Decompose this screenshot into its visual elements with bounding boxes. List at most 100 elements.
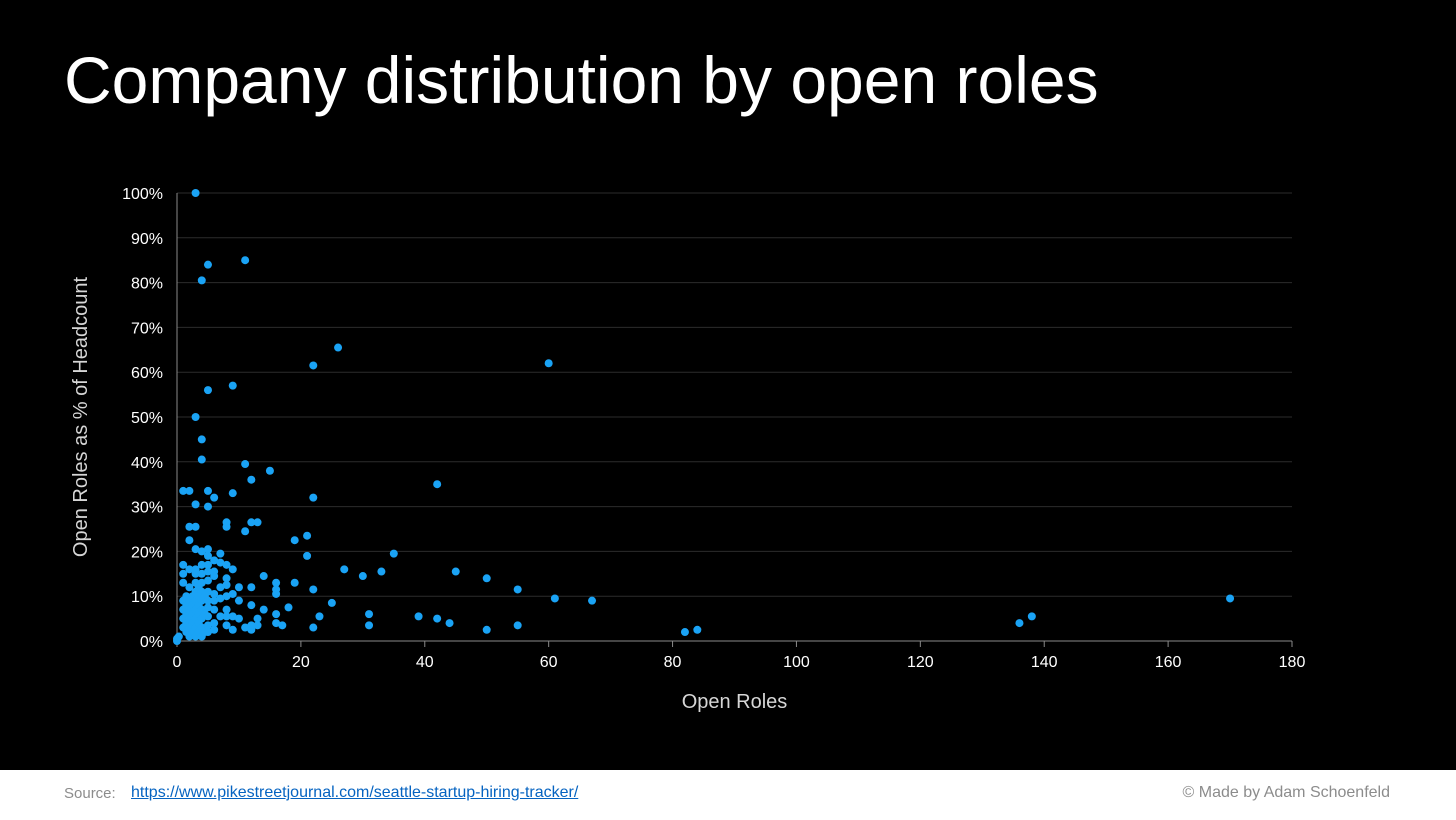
data-point (216, 612, 225, 621)
y-tick-label: 0% (140, 634, 163, 651)
data-point (210, 567, 219, 576)
data-point (216, 549, 225, 558)
slide-background: Company distribution by open roles 0% 10%… (0, 0, 1456, 770)
data-point (228, 565, 237, 574)
data-point (203, 386, 212, 395)
data-point (191, 522, 200, 531)
data-point (340, 565, 349, 574)
data-point (247, 518, 256, 527)
data-point (228, 489, 237, 498)
data-point (253, 621, 262, 630)
data-point (247, 475, 256, 484)
data-point (222, 518, 231, 527)
data-point (191, 500, 200, 509)
data-point (389, 549, 398, 558)
data-point (253, 614, 262, 623)
data-point (210, 589, 219, 598)
data-point (185, 565, 194, 574)
data-point (234, 596, 243, 605)
y-tick-label: 10% (131, 589, 163, 606)
data-point (203, 486, 212, 495)
data-point (1015, 619, 1024, 628)
data-point (309, 623, 318, 632)
x-tick-label: 120 (907, 654, 934, 671)
data-point (247, 583, 256, 592)
data-point (253, 518, 262, 527)
data-point (197, 435, 206, 444)
data-point (210, 596, 219, 605)
data-point (272, 578, 281, 587)
data-point (482, 625, 491, 634)
data-point (228, 381, 237, 390)
data-point (272, 619, 281, 628)
data-point (365, 610, 374, 619)
data-point (303, 551, 312, 560)
data-point (197, 455, 206, 464)
data-point (222, 592, 231, 601)
data-point (203, 560, 212, 569)
x-tick-label: 80 (664, 654, 682, 671)
data-point (210, 619, 219, 628)
data-point (1027, 612, 1036, 621)
data-point (228, 589, 237, 598)
data-point (482, 574, 491, 583)
data-point (197, 578, 206, 587)
data-point (334, 343, 343, 352)
data-point (241, 256, 250, 265)
scatter-chart: 0% 10% 20% 30% 40% 50% 60% 70% 80% 90% 100% 0 20 40 60… (70, 186, 1305, 713)
data-point (179, 569, 188, 578)
data-point (222, 560, 231, 569)
data-point (216, 594, 225, 603)
data-point (247, 621, 256, 630)
data-point (203, 576, 212, 585)
data-point (241, 623, 250, 632)
data-point (203, 587, 212, 596)
data-point (222, 581, 231, 589)
y-tick-label: 60% (131, 365, 163, 382)
data-point (216, 558, 225, 567)
data-point (185, 522, 194, 531)
y-tick-label: 90% (131, 231, 163, 248)
y-tick-label: 80% (131, 276, 163, 293)
data-point (544, 359, 553, 368)
data-point (278, 621, 287, 630)
data-point (191, 189, 200, 197)
data-point (197, 276, 206, 285)
data-point (327, 598, 336, 607)
x-tick-label: 0 (173, 654, 182, 671)
x-tick-label: 60 (540, 654, 558, 671)
data-point (272, 585, 281, 594)
slide-title: Company distribution by open roles (64, 43, 1099, 117)
data-point (210, 493, 219, 502)
data-point (222, 605, 231, 614)
data-point (309, 585, 318, 594)
data-point (309, 361, 318, 370)
y-tick-label: 20% (131, 544, 163, 561)
data-point (309, 493, 318, 502)
data-point (203, 596, 212, 605)
y-tick-label: 70% (131, 320, 163, 337)
x-tick-label: 100 (783, 654, 810, 671)
data-point (451, 567, 460, 576)
data-point (197, 547, 206, 556)
credit-text: © Made by Adam Schoenfeld (1182, 784, 1390, 801)
data-point (203, 621, 212, 630)
data-point (222, 612, 231, 621)
data-point (203, 612, 212, 621)
data-point (216, 583, 225, 592)
y-tick-label: 40% (131, 455, 163, 472)
data-point (588, 596, 597, 605)
data-point (222, 574, 231, 583)
data-point (197, 560, 206, 569)
data-point (433, 480, 442, 489)
data-point (185, 583, 194, 592)
x-axis-title: Open Roles (682, 691, 788, 713)
source-link[interactable]: https://www.pikestreetjournal.com/seattl… (131, 784, 579, 801)
data-point (179, 486, 188, 495)
data-point (303, 531, 312, 540)
data-point (210, 625, 219, 634)
y-tick-label: 30% (131, 500, 163, 517)
data-point (203, 260, 212, 269)
data-point (203, 551, 212, 560)
data-point (259, 605, 268, 614)
